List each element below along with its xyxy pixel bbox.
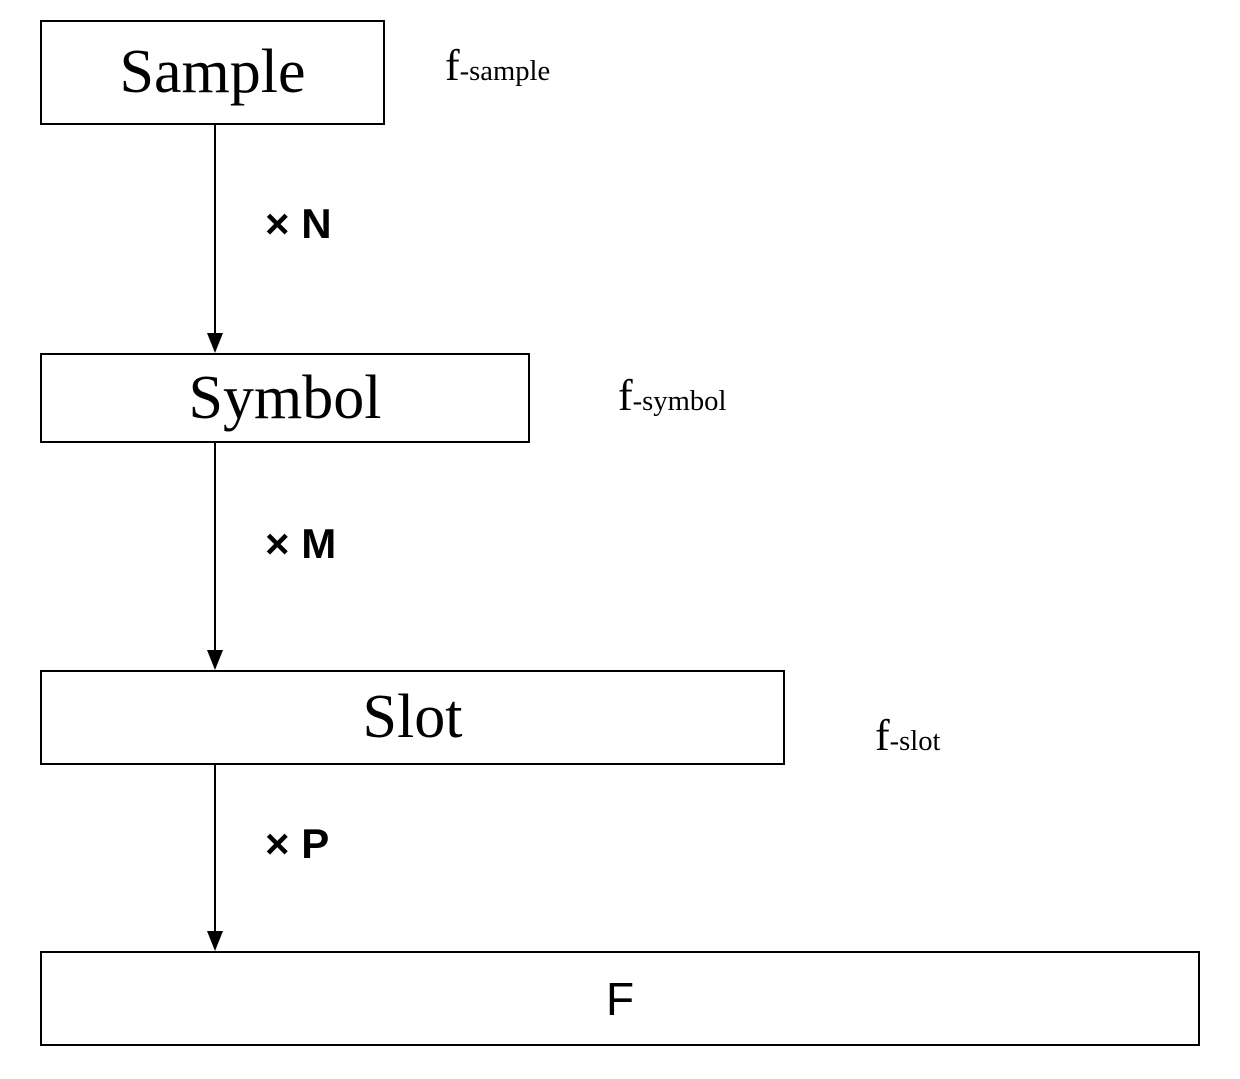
- annotation-slot: f-slot: [875, 710, 941, 761]
- node-f-label: F: [606, 972, 634, 1026]
- annotation-sample: f-sample: [445, 40, 550, 91]
- annotation-sample-sub: -sample: [460, 56, 551, 87]
- node-sample: Sample: [40, 20, 385, 125]
- edge-slot-f-line: [214, 765, 216, 931]
- node-symbol-label: Symbol: [189, 363, 382, 434]
- edge-sample-symbol-head: [207, 333, 223, 353]
- node-slot: Slot: [40, 670, 785, 765]
- edge-sample-symbol-line: [214, 125, 216, 333]
- edge-slot-f-head: [207, 931, 223, 951]
- annotation-symbol-sub: -symbol: [633, 386, 727, 417]
- edge-slot-f-label: × P: [265, 820, 329, 868]
- edge-symbol-slot-line: [214, 443, 216, 650]
- annotation-slot-main: f: [875, 711, 890, 760]
- annotation-slot-sub: -slot: [890, 726, 941, 757]
- node-sample-label: Sample: [120, 37, 306, 108]
- node-f: F: [40, 951, 1200, 1046]
- edge-symbol-slot-head: [207, 650, 223, 670]
- edge-sample-symbol-label: × N: [265, 200, 332, 248]
- node-symbol: Symbol: [40, 353, 530, 443]
- annotation-sample-main: f: [445, 41, 460, 90]
- edge-symbol-slot-label: × M: [265, 520, 336, 568]
- node-slot-label: Slot: [363, 682, 463, 753]
- annotation-symbol-main: f: [618, 371, 633, 420]
- annotation-symbol: f-symbol: [618, 370, 726, 421]
- flowchart-diagram: Sample f-sample × N Symbol f-symbol × M …: [0, 0, 1240, 1079]
